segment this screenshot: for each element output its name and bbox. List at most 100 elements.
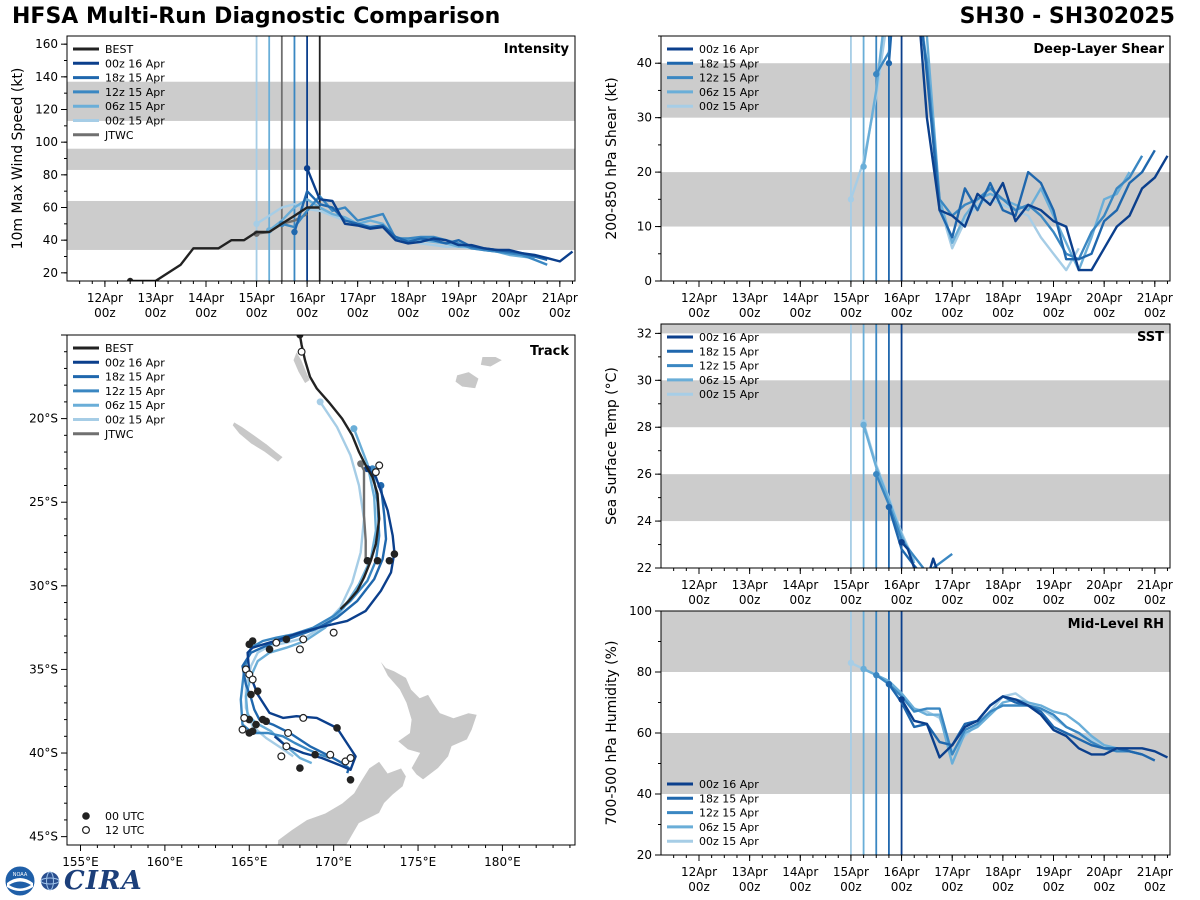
shear-xtick-sublabel: 00z — [891, 306, 913, 320]
track-legend-label: 00z 15 Apr — [105, 414, 165, 427]
shear-xtick-sublabel: 00z — [789, 306, 811, 320]
rh-ytick-label: 20 — [637, 848, 652, 862]
storm-id-label: SH30 - SH302025 — [959, 4, 1175, 29]
intensity-ytick-label: 20 — [43, 266, 58, 280]
shear-xtick-label: 18Apr — [985, 291, 1021, 305]
sst-ytick-label: 22 — [637, 561, 652, 575]
intensity-xtick-sublabel: 00z — [549, 306, 571, 320]
track-marker-12utc — [329, 628, 338, 637]
sst-xtick-label: 12Apr — [681, 578, 717, 592]
intensity-series-00z-16-apr — [305, 167, 574, 263]
track-series-best — [298, 335, 381, 611]
sst-ytick-label: 26 — [637, 467, 652, 481]
intensity-series-12z-15-apr — [281, 194, 548, 266]
track-legend-label: 06z 15 Apr — [105, 399, 165, 412]
intensity-ytick-label: 100 — [35, 135, 58, 149]
shear-legend-label: 00z 15 Apr — [699, 100, 759, 113]
rh-series-start-00z-15-apr — [847, 659, 855, 667]
sst-xtick-label: 19Apr — [1035, 578, 1071, 592]
shear-xtick-label: 20Apr — [1086, 291, 1122, 305]
intensity-xtick-label: 17Apr — [340, 291, 376, 305]
track-frame — [66, 334, 576, 846]
sst-xtick-sublabel: 00z — [739, 593, 761, 607]
track-ytick-label: 25°S — [29, 495, 58, 509]
shear-ytick-label: 0 — [644, 274, 652, 288]
shear-xtick-sublabel: 00z — [1144, 306, 1166, 320]
sst-xtick-label: 13Apr — [732, 578, 768, 592]
rh-xtick-label: 19Apr — [1035, 865, 1071, 879]
sst-xtick-label: 20Apr — [1086, 578, 1122, 592]
sst-xtick-label: 21Apr — [1137, 578, 1173, 592]
sst-series-18z-15-apr — [887, 506, 918, 568]
globe-icon — [40, 871, 60, 891]
shear-band-1 — [661, 63, 1170, 118]
track-ytick-label: 45°S — [29, 830, 58, 844]
rh-xtick-label: 15Apr — [833, 865, 869, 879]
sst-ytick-label: 30 — [637, 373, 652, 387]
track-series-00z-15-apr — [244, 401, 366, 758]
page-title: HFSA Multi-Run Diagnostic Comparison — [12, 4, 501, 29]
sst-xtick-sublabel: 00z — [688, 593, 710, 607]
rh-ylabel: 700-500 hPa Humidity (%) — [604, 641, 620, 826]
intensity-series-start-18z-15-apr — [291, 228, 298, 236]
shear-xtick-label: 15Apr — [833, 291, 869, 305]
shear-xtick-label: 13Apr — [732, 291, 768, 305]
intensity-ytick-label: 140 — [35, 70, 58, 84]
rh-xtick-label: 17Apr — [934, 865, 970, 879]
track-legend-label: 12 UTC — [105, 824, 145, 837]
rh-series-12z-15-apr — [875, 674, 1143, 756]
shear-series-start-06z-15-apr — [860, 163, 867, 170]
vanuatu-land — [292, 351, 311, 384]
track-marker-00utc — [252, 720, 260, 729]
shear-series-start-12z-15-apr — [873, 70, 880, 78]
shear-xtick-sublabel: 00z — [1043, 306, 1065, 320]
rh-xtick-sublabel: 00z — [941, 880, 963, 894]
rh-legend-label: 00z 15 Apr — [699, 835, 759, 848]
track-legend-label: 18z 15 Apr — [105, 371, 165, 384]
shear-xtick-sublabel: 00z — [840, 306, 862, 320]
rh-band-1 — [661, 611, 1170, 672]
intensity-xtick-sublabel: 00z — [347, 306, 369, 320]
sst-series-start-18z-15-apr — [885, 503, 893, 511]
shear-xtick-sublabel: 00z — [688, 306, 710, 320]
shear-xtick-sublabel: 00z — [941, 306, 963, 320]
track-series-start-jtwc — [357, 460, 365, 468]
rh-ytick-label: 40 — [637, 787, 652, 801]
track-marker-12utc — [272, 638, 281, 647]
rh-panel: 20 40 60 80 100 700-500 hPa Humidity (%) 12Apr… — [604, 604, 1173, 894]
rh-series-start-12z-15-apr — [873, 671, 880, 679]
track-legend-label: BEST — [105, 342, 133, 355]
track-ytick-label: 30°S — [29, 579, 58, 593]
track-legend-label: 00 UTC — [105, 810, 145, 823]
shear-title: Deep-Layer Shear — [1033, 42, 1164, 57]
sst-ytick-label: 24 — [637, 514, 652, 528]
rh-xtick-sublabel: 00z — [891, 880, 913, 894]
intensity-xtick-label: 20Apr — [491, 291, 527, 305]
track-ytick-label: 35°S — [29, 662, 58, 676]
sst-xtick-label: 17Apr — [934, 578, 970, 592]
track-legend-label: 00z 16 Apr — [105, 356, 165, 369]
intensity-legend-label: 06z 15 Apr — [105, 100, 165, 113]
rh-xtick-label: 13Apr — [732, 865, 768, 879]
track-marker-12utc — [299, 635, 308, 644]
intensity-xtick-label: 21Apr — [542, 291, 578, 305]
shear-series-start-00z-15-apr — [847, 196, 855, 203]
shear-xtick-label: 19Apr — [1035, 291, 1071, 305]
intensity-ylabel: 10m Max Wind Speed (kt) — [10, 68, 26, 250]
track-xtick-label: 160°E — [147, 855, 184, 869]
rh-series-start-18z-15-apr — [885, 681, 893, 688]
shear-series-start-18z-15-apr — [885, 60, 893, 67]
rh-legend-label: 12z 15 Apr — [699, 807, 759, 820]
sst-series-00z-16-apr — [900, 541, 938, 568]
rh-xtick-label: 21Apr — [1137, 865, 1173, 879]
track-marker-00utc — [265, 645, 274, 654]
track-marker-00utc — [363, 556, 372, 565]
track-marker-00utc — [248, 727, 257, 736]
shear-series-06z-15-apr — [862, 36, 1131, 272]
sst-xtick-label: 16Apr — [884, 578, 920, 592]
intensity-xtick-sublabel: 00z — [246, 306, 268, 320]
shear-xtick-label: 16Apr — [884, 291, 920, 305]
shear-series-00z-15-apr — [849, 36, 1080, 272]
track-legend-label: 12z 15 Apr — [105, 385, 165, 398]
noaa-seal-text: NOAA — [13, 872, 28, 878]
